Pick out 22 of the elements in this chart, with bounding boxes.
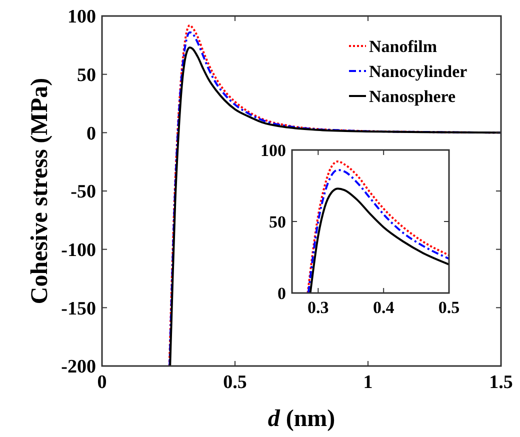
line-series	[309, 188, 449, 293]
y-tick-label: 100	[260, 140, 286, 160]
y-tick-label: 100	[68, 6, 96, 28]
y-tick-label: 50	[269, 212, 286, 232]
x-tick-label: 1	[363, 372, 373, 393]
y-tick-label: -200	[61, 356, 96, 378]
x-tick-label: 0.3	[308, 298, 329, 317]
legend-label: Nanosphere	[369, 86, 456, 106]
y-tick-label: 50	[77, 64, 96, 86]
legend-label: Nanofilm	[369, 36, 437, 56]
y-tick-label: -150	[61, 298, 96, 320]
y-tick-label: -100	[61, 240, 96, 261]
x-axis-title: d (nm)	[268, 406, 336, 432]
y-tick-label: 0	[278, 284, 286, 303]
x-tick-label: 0.4	[372, 298, 395, 317]
y-axis-title: Cohesive stress (MPa)	[27, 78, 53, 304]
y-tick-label: -50	[70, 182, 96, 203]
x-tick-label: 1.5	[489, 372, 513, 393]
y-tick-label: 0	[86, 123, 96, 144]
legend-label: Nanocylinder	[369, 62, 468, 81]
x-tick-label: 0.5	[438, 298, 460, 317]
x-tick-label: 0.5	[223, 372, 247, 393]
